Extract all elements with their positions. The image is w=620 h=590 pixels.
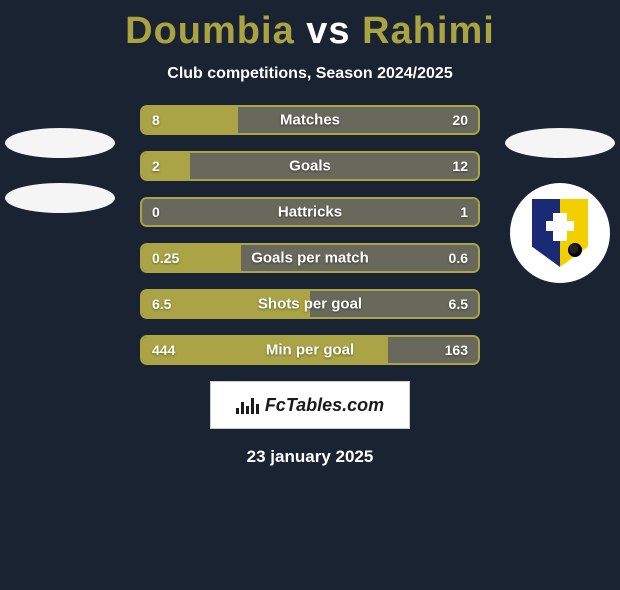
stat-value-left: 444	[152, 342, 175, 358]
date: 23 january 2025	[0, 447, 620, 467]
club-badge	[510, 183, 610, 283]
stat-row: 0.25 0.6 Goals per match	[140, 243, 480, 273]
subtitle: Club competitions, Season 2024/2025	[0, 65, 620, 83]
stat-value-left: 2	[152, 158, 160, 174]
stat-row: 8 20 Matches	[140, 105, 480, 135]
fill-right	[190, 153, 478, 179]
placeholder-icon	[5, 128, 115, 158]
stat-row: 2 12 Goals	[140, 151, 480, 181]
player1-name: Doumbia	[125, 10, 295, 52]
stat-label: Shots per goal	[258, 296, 362, 313]
stat-row: 0 1 Hattricks	[140, 197, 480, 227]
page-title: Doumbia vs Rahimi	[0, 10, 620, 53]
stat-value-right: 12	[452, 158, 468, 174]
watermark: FcTables.com	[210, 381, 410, 429]
fill-right	[238, 107, 478, 133]
player2-avatar	[505, 118, 615, 228]
stat-label: Matches	[280, 112, 340, 129]
fill-left	[142, 153, 190, 179]
stat-value-right: 0.6	[449, 250, 468, 266]
stat-value-left: 0.25	[152, 250, 179, 266]
shield-icon	[532, 199, 588, 267]
stat-value-left: 8	[152, 112, 160, 128]
stat-row: 6.5 6.5 Shots per goal	[140, 289, 480, 319]
stat-label: Goals	[289, 158, 331, 175]
stat-label: Hattricks	[278, 204, 342, 221]
stat-label: Min per goal	[266, 342, 354, 359]
vs-label: vs	[306, 10, 350, 52]
stat-value-left: 0	[152, 204, 160, 220]
player2-name: Rahimi	[362, 10, 495, 52]
stat-value-left: 6.5	[152, 296, 171, 312]
stat-label: Goals per match	[251, 250, 369, 267]
stat-value-right: 163	[445, 342, 468, 358]
stat-row: 444 163 Min per goal	[140, 335, 480, 365]
stat-value-right: 20	[452, 112, 468, 128]
stat-value-right: 1	[460, 204, 468, 220]
placeholder-icon	[5, 183, 115, 213]
player1-avatar	[5, 118, 115, 228]
bars-icon	[236, 396, 259, 414]
watermark-text: FcTables.com	[265, 395, 384, 416]
stat-value-right: 6.5	[449, 296, 468, 312]
stats-chart: 8 20 Matches 2 12 Goals 0 1 Hattricks 0.25 0.6 Goal…	[140, 105, 480, 365]
placeholder-icon	[505, 128, 615, 158]
